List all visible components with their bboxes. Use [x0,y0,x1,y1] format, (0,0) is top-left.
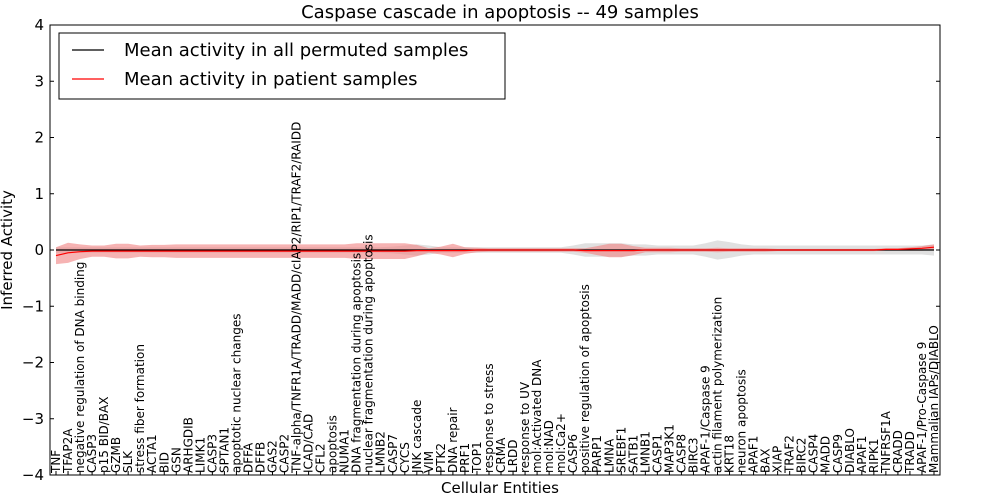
tick-layer: −4 −3 −2 −1 0 1 2 3 4 [22,16,940,484]
x-tick-label: SREBF1 [614,427,628,473]
x-tick-label: p15 BID/BAX [97,397,111,473]
x-tick-label: CRADD [891,430,905,473]
x-tick-label: PTK2 [434,443,448,473]
x-tick-label: TRAF2 [783,435,797,474]
x-tick-label: BIRC2 [795,437,809,473]
x-tick-label: CRMA [494,437,508,473]
x-tick-label: positive regulation of apoptosis [578,284,592,473]
x-tick-label: PRF1 [458,443,472,473]
y-tick-label: 2 [34,129,44,147]
series-line-1 [55,246,935,257]
x-tick-label: JNK cascade [410,400,424,474]
y-tick-label: 3 [34,72,44,90]
x-tick-label: CYCS [398,442,412,473]
x-tick-label: GZMB [109,437,123,473]
y-tick-label: −1 [22,297,44,315]
x-tick-label: CASP8 [674,434,688,473]
x-tick-label: APAF1 [855,436,869,473]
x-tick-label: DIABLO [843,428,857,473]
x-tick-label: SATB1 [626,435,640,473]
x-tick-label: DNA fragmentation during apoptosis [350,253,364,473]
x-tick-label: BAX [759,448,773,473]
x-tick-label: DFFB [254,442,268,473]
x-tick-label: TNF [49,450,63,474]
x-tick-label: ICAD/CAD [302,414,316,473]
x-tick-label: mol:Ca2+ [554,413,568,473]
x-tick-label: mol:NAD [542,420,556,473]
legend-box [58,32,506,100]
x-tick-label: SPTAN1 [217,427,231,473]
x-tick-label: TOP1 [470,441,484,474]
x-tick-label: ARHGDIB [181,417,195,473]
x-tick-label: TNF-alpha/TNFR1A/TRADD/MADD/cIAP2/RIP1/T… [290,122,304,474]
plot-frame [49,24,941,476]
x-tick-label: CASP4 [807,434,821,473]
x-tick-label: nuclear fragmentation during apoptosis [362,234,376,473]
x-tick-label: BIRC3 [686,437,700,473]
x-tick-label: Mammalian IAPs/DIABLO [927,325,941,473]
x-tick-label: response to stress [482,363,496,473]
y-tick-label: 4 [34,16,44,34]
x-tick-label: BID [157,452,171,473]
x-tick-label: CASP9 [831,434,845,473]
x-tick-label: XIAP [771,446,785,473]
x-tick-label: CASP3 [205,434,219,473]
x-tick-label: KRT18 [723,435,737,473]
x-tick-label: SLK [121,450,135,473]
x-tick-label: neuron apoptosis [735,369,749,473]
x-tick-label: APAF1 [747,436,761,473]
x-tick-label: VIM [422,451,436,473]
x-tick-label: NUMA1 [338,429,352,473]
x-tick-label: CASP2 [278,434,292,473]
x-tick-label: GAS2 [266,440,280,473]
x-tick-label: RIPK1 [867,438,881,473]
series-band-1 [56,242,934,265]
x-tick-label: CASP1 [650,434,664,473]
line-layer [55,246,935,257]
x-tick-label: TFAP2A [61,428,75,474]
y-axis-label: Inferred Activity [0,190,16,310]
x-tick-label: PARP1 [590,435,604,473]
x-axis-label: Cellular Entities [441,479,559,497]
x-tick-label: LMNB2 [374,431,388,473]
x-tick-label: CFL2 [314,443,328,473]
band-layer [56,240,934,265]
x-tick-label: MADD [819,436,833,473]
x-tick-label: actin filament polymerization [711,297,725,473]
x-tick-label: APAF-1/Pro-Caspase 9 [915,342,929,473]
x-tick-label: MAP3K1 [662,424,676,473]
x-tick-label: ACTA1 [145,434,159,473]
legend-label-permuted: Mean activity in all permuted samples [124,40,468,61]
y-tick-label: −4 [22,466,44,484]
x-tick-label: APAF-1/Caspase 9 [699,365,713,473]
legend-label-patient: Mean activity in patient samples [124,69,418,90]
y-tick-label: −3 [22,410,44,428]
x-tick-label: CASP3 [85,434,99,473]
x-tick-label: mol:Activated DNA [530,359,544,473]
x-tick-label: DFFA [241,442,255,473]
x-tick-label: CASP7 [386,434,400,473]
x-tick-label: DNA repair [446,407,460,473]
legend: Mean activity in all permuted samples Me… [58,32,506,100]
x-tick-label: LMNA [602,438,616,473]
x-tick-label: negative regulation of DNA binding [73,262,87,473]
x-tick-label: apoptotic nuclear changes [229,314,243,473]
x-tick-label: CASP6 [566,434,580,473]
y-tick-label: 0 [34,241,44,259]
x-tick-label: response to UV [518,381,532,473]
x-tick-label: apoptosis [326,415,340,473]
y-tick-label: −2 [22,354,44,372]
x-tick-label: TRADD [903,431,917,474]
x-tick-label: LRDD [506,439,520,473]
x-tick-label: LIMK1 [193,437,207,473]
x-tick-label: LMNB1 [638,431,652,473]
x-tick-label: stress fiber formation [133,344,147,473]
y-tick-label: 1 [34,185,44,203]
chart-title: Caspase cascade in apoptosis -- 49 sampl… [301,2,699,23]
x-tick-label: GSN [169,447,183,473]
x-tick-label: TNFRSF1A [879,410,893,474]
